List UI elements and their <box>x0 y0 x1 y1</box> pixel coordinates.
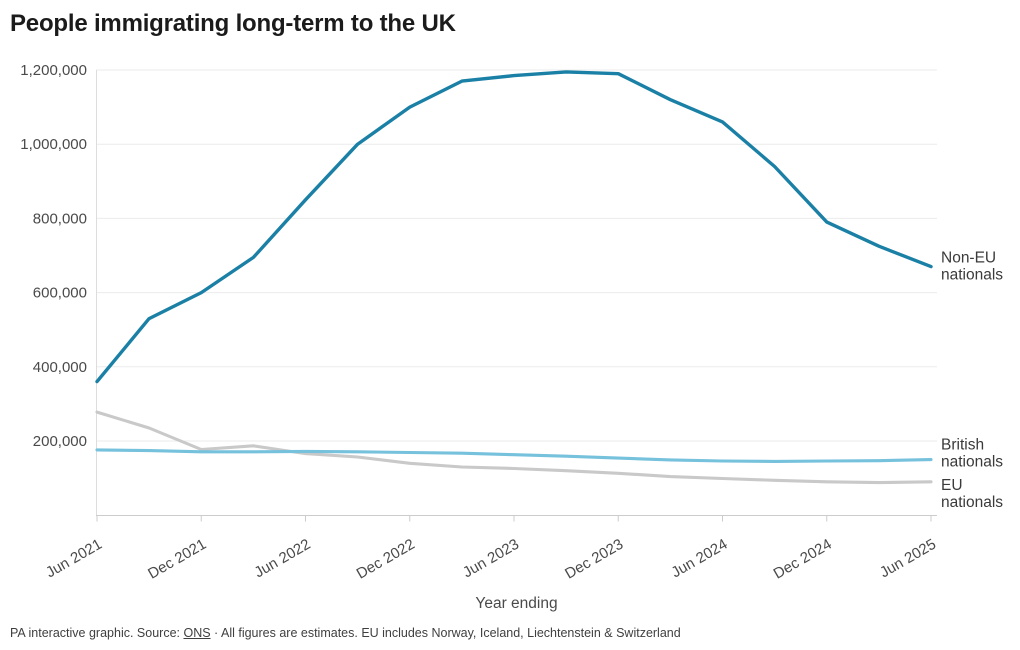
y-axis-tick-label: 1,000,000 <box>20 136 87 153</box>
x-axis-tick-label: Jun 2025 <box>877 536 939 582</box>
x-axis-tick-label: Dec 2023 <box>562 536 626 583</box>
series-label-non-eu-nationals: nationals <box>941 267 1003 284</box>
x-axis-tick-label: Jun 2022 <box>252 536 314 582</box>
x-axis-tick-label: Dec 2021 <box>145 536 209 583</box>
gridlines <box>96 69 937 442</box>
x-axis-tick-label: Jun 2023 <box>460 536 522 582</box>
series-line-eu-nationals <box>95 410 933 485</box>
y-axis-tick-label: 800,000 <box>33 210 87 227</box>
source-link[interactable]: ONS <box>183 626 211 640</box>
series-label-british-nationals: British <box>941 437 984 454</box>
series-lines <box>95 70 933 485</box>
footer-suffix: · All figures are estimates. EU includes… <box>210 626 681 640</box>
x-axis-title: Year ending <box>475 595 557 612</box>
footer-prefix: PA interactive graphic. Source: <box>10 626 184 640</box>
series-label-british-nationals: nationals <box>941 454 1003 471</box>
x-axis-tick-label: Dec 2024 <box>771 536 835 583</box>
y-axis-labels: 200,000 400,000 600,000 800,000 1,000,000 1,2… <box>20 62 87 450</box>
series-line-british-nationals <box>95 448 933 463</box>
series-line-non-eu-nationals <box>95 70 933 384</box>
series-label-eu-nationals: nationals <box>941 494 1003 511</box>
y-axis-tick-label: 200,000 <box>33 433 87 450</box>
x-axis-tick-label: Jun 2024 <box>669 536 731 582</box>
footer-note: PA interactive graphic. Source: ONS · Al… <box>10 626 681 640</box>
x-axis-tick-label: Dec 2022 <box>354 536 418 583</box>
x-axis-tick-label: Jun 2021 <box>43 536 105 582</box>
series-labels: Non-EUnationalsBritishnationalsEUnationa… <box>941 250 1003 511</box>
x-axis-title-group: Year ending <box>475 595 557 612</box>
x-axis-labels: Jun 2021 Dec 2021 Jun 2022 Dec 2022 Jun 2023… <box>43 536 939 583</box>
series-label-non-eu-nationals: Non-EU <box>941 250 996 267</box>
y-axis-tick-label: 400,000 <box>33 359 87 376</box>
y-axis-tick-label: 600,000 <box>33 285 87 302</box>
chart-title: People immigrating long-term to the UK <box>10 10 456 37</box>
axes <box>96 70 937 522</box>
series-label-eu-nationals: EU <box>941 477 963 494</box>
y-axis-tick-label: 1,200,000 <box>20 62 87 79</box>
